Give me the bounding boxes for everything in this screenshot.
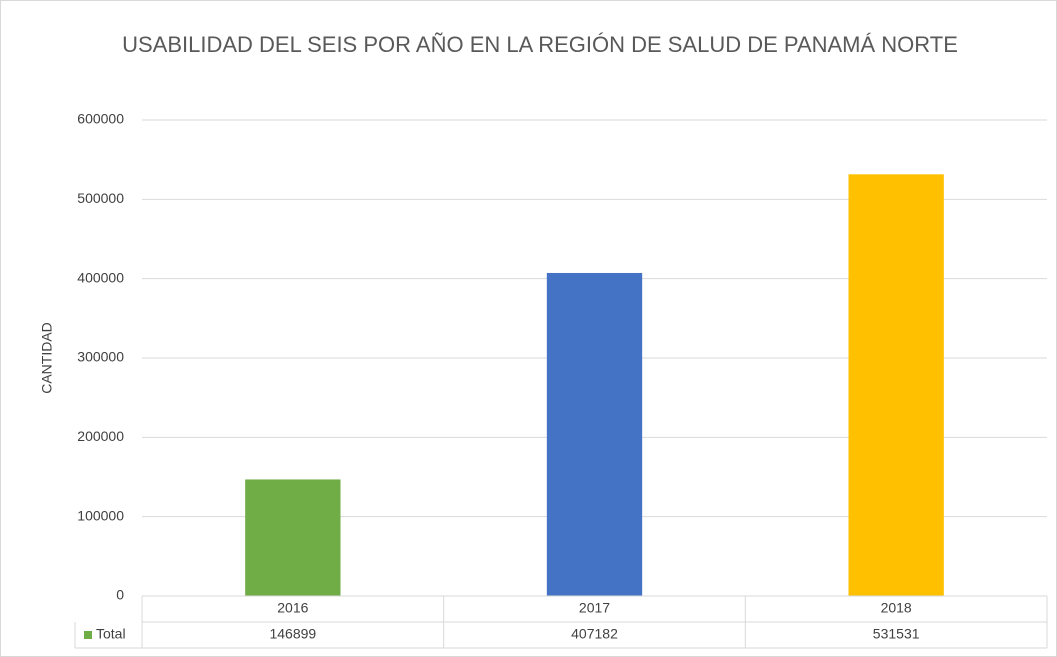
x-tick-label: 2018 bbox=[881, 600, 912, 616]
legend-label: Total bbox=[96, 626, 126, 642]
bar bbox=[546, 272, 643, 596]
y-tick-label: 200000 bbox=[77, 428, 124, 444]
y-tick-label: 100000 bbox=[77, 507, 124, 523]
data-table-value: 146899 bbox=[269, 626, 316, 642]
y-axis-label: CANTIDAD bbox=[39, 322, 55, 394]
y-tick-label: 300000 bbox=[77, 349, 124, 365]
data-table-value: 531531 bbox=[873, 626, 920, 642]
y-tick-label: 0 bbox=[116, 587, 124, 603]
chart-title: USABILIDAD DEL SEIS POR AÑO EN LA REGIÓN… bbox=[122, 32, 958, 57]
y-tick-label: 600000 bbox=[77, 111, 124, 127]
data-table-value: 407182 bbox=[571, 626, 618, 642]
x-tick-label: 2017 bbox=[579, 600, 610, 616]
x-tick-label: 2016 bbox=[277, 600, 308, 616]
bar bbox=[245, 479, 341, 596]
bar bbox=[848, 174, 944, 597]
legend-key bbox=[84, 631, 92, 639]
y-tick-label: 500000 bbox=[77, 190, 124, 206]
y-tick-label: 400000 bbox=[77, 269, 124, 285]
